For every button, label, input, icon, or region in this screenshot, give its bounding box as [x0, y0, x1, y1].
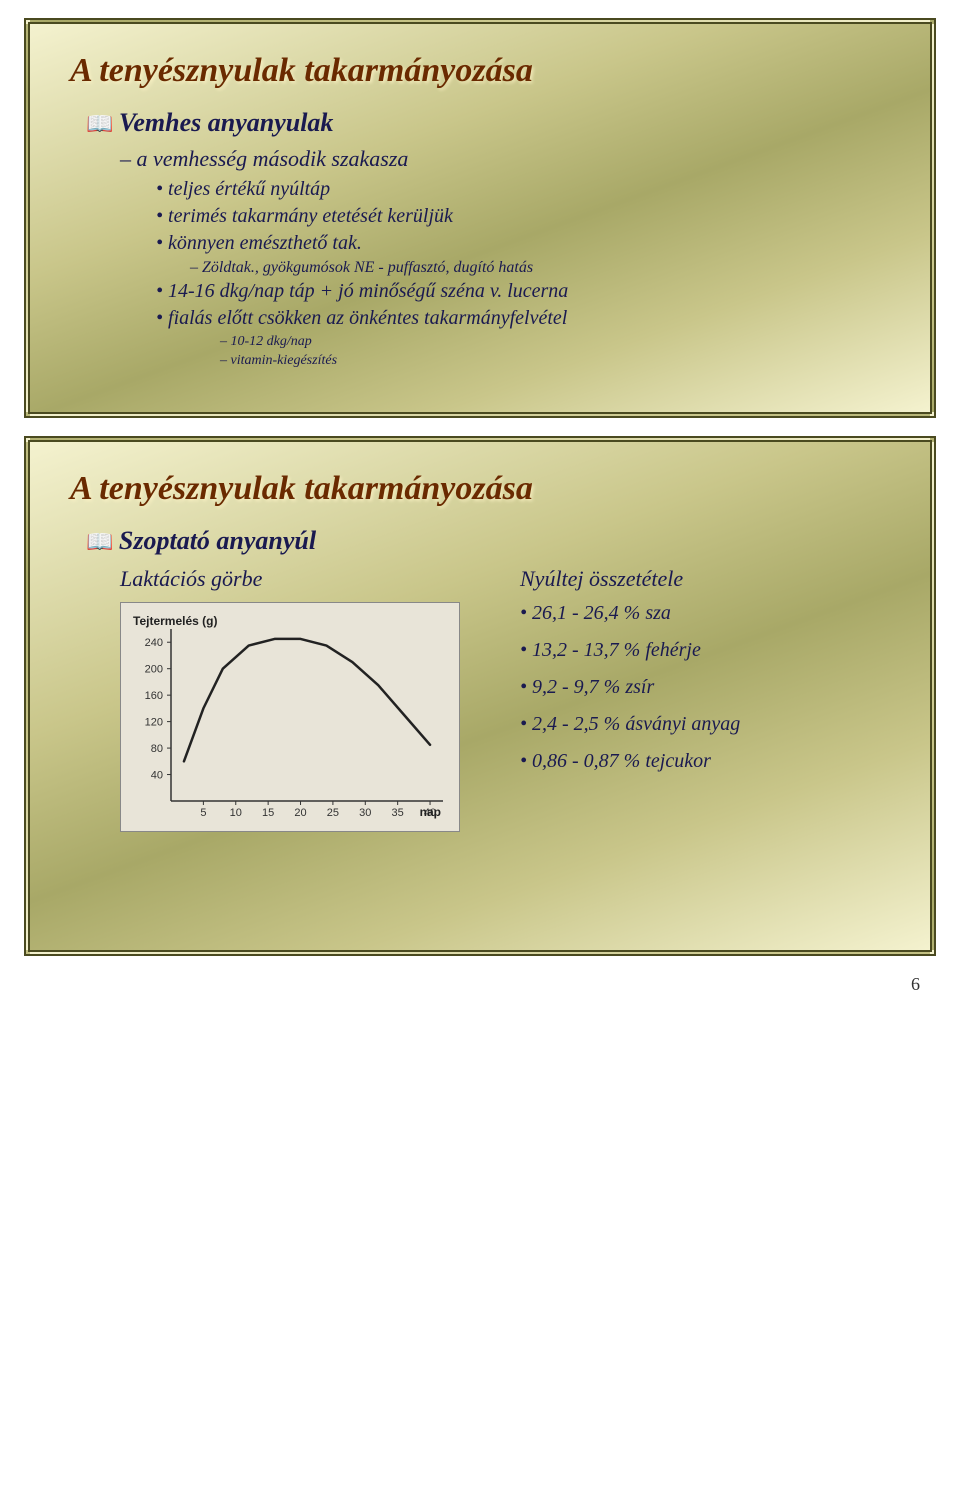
svg-text:25: 25: [327, 807, 339, 819]
slide-1: A tenyésznyulak takarmányozása Vemhes an…: [24, 18, 936, 418]
svg-text:35: 35: [392, 807, 404, 819]
slide1-tiny: vitamin-kiegészítés: [220, 353, 890, 369]
lactation-curve-title: Laktációs görbe: [120, 566, 490, 592]
svg-text:5: 5: [200, 807, 206, 819]
lactation-chart-svg: Tejtermelés (g) 40 80 120 160 200 240 5 10 15 20 25…: [129, 611, 453, 825]
svg-text:200: 200: [145, 664, 163, 676]
svg-text:120: 120: [145, 717, 163, 729]
slide1-tiny: 10-12 dkg/nap: [220, 334, 890, 350]
slide1-note: Zöldtak., gyökgumósok NE - puffasztó, du…: [190, 259, 890, 277]
right-column: Nyúltej összetétele 26,1 - 26,4 % sza 13…: [520, 566, 890, 832]
milk-bullet: 2,4 - 2,5 % ásványi anyag: [520, 713, 890, 736]
slide1-bullet: könnyen emészthető tak.: [156, 232, 890, 255]
left-column: Laktációs görbe Tejtermelés (g) 40 80 120 16…: [120, 566, 490, 832]
svg-text:160: 160: [145, 690, 163, 702]
slide-title: A tenyésznyulak takarmányozása: [70, 470, 890, 508]
lactation-chart: Tejtermelés (g) 40 80 120 160 200 240 5 10 15 20 25…: [120, 602, 460, 832]
milk-composition-title: Nyúltej összetétele: [520, 566, 890, 592]
slide1-bullet: 14-16 dkg/nap táp + jó minőségű széna v.…: [156, 280, 890, 303]
slide1-bullet: teljes értékű nyúltáp: [156, 178, 890, 201]
svg-text:Tejtermelés (g): Tejtermelés (g): [133, 614, 217, 628]
svg-text:10: 10: [230, 807, 242, 819]
slide-title: A tenyésznyulak takarmányozása: [70, 52, 890, 90]
milk-bullet: 13,2 - 13,7 % fehérje: [520, 639, 890, 662]
svg-text:nap: nap: [420, 805, 441, 819]
page-number: 6: [0, 974, 920, 995]
slide2-columns: Laktációs görbe Tejtermelés (g) 40 80 120 16…: [120, 566, 890, 832]
slide2-heading: Szoptató anyanyúl: [86, 526, 890, 556]
svg-text:40: 40: [151, 770, 163, 782]
slide1-heading: Vemhes anyanyulak: [86, 108, 890, 138]
milk-bullet: 0,86 - 0,87 % tejcukor: [520, 750, 890, 773]
slide1-subheading: a vemhesség második szakasza: [120, 146, 890, 172]
slide1-bullet: terimés takarmány etetését kerüljük: [156, 205, 890, 228]
svg-text:20: 20: [294, 807, 306, 819]
svg-text:15: 15: [262, 807, 274, 819]
svg-text:30: 30: [359, 807, 371, 819]
svg-text:80: 80: [151, 743, 163, 755]
slide1-bullet: fialás előtt csökken az önkéntes takarmá…: [156, 307, 890, 330]
milk-bullet: 9,2 - 9,7 % zsír: [520, 676, 890, 699]
svg-text:240: 240: [145, 637, 163, 649]
milk-bullet: 26,1 - 26,4 % sza: [520, 602, 890, 625]
slide-2: A tenyésznyulak takarmányozása Szoptató …: [24, 436, 936, 956]
